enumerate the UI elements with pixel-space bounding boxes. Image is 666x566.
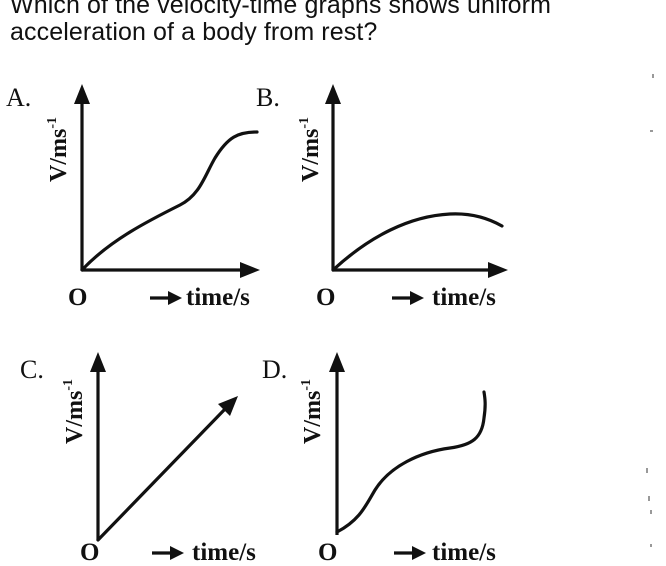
graph-b: B. V/ms-1 O time/s <box>256 83 508 311</box>
graph-c-line-arrowhead-icon <box>218 396 238 416</box>
question-line-1: Which of the velocity-time graphs shows … <box>10 0 552 19</box>
graph-a-y-arrowhead-icon <box>74 84 90 104</box>
graph-a: A. V/ms-1 O time/s <box>6 83 260 311</box>
graph-a-x-label: time/s <box>186 284 250 311</box>
graph-a-origin: O <box>68 284 87 311</box>
graph-c-origin: O <box>80 539 99 566</box>
graph-d-y-arrowhead-icon <box>329 352 345 372</box>
speck <box>650 130 653 132</box>
graph-a-curve <box>80 130 259 272</box>
graph-c-x-label: time/s <box>192 539 256 566</box>
graph-c-line <box>96 406 228 542</box>
speck <box>646 468 648 473</box>
graph-b-curve <box>331 212 504 272</box>
question-text: Which of the velocity-time graphs shows … <box>10 0 551 46</box>
option-a-label: A. <box>6 83 31 112</box>
graph-a-time-arrow-icon <box>168 291 182 305</box>
graph-b-x-arrowhead-icon <box>488 262 508 278</box>
scan-specks <box>646 74 654 547</box>
speck <box>652 74 654 78</box>
graph-b-y-label: V/ms-1 <box>297 117 324 182</box>
graph-d-origin: O <box>318 539 337 566</box>
graph-d-x-label: time/s <box>432 539 496 566</box>
graph-c: C. V/ms-1 O time/s <box>20 352 256 566</box>
speck <box>650 544 652 547</box>
graph-d-y-label: V/ms-1 <box>299 379 326 444</box>
option-d-label: D. <box>262 355 287 384</box>
graph-a-x-arrowhead-icon <box>240 262 260 278</box>
graph-c-y-label: V/ms-1 <box>61 379 88 444</box>
speck <box>648 496 650 501</box>
graph-c-y-arrowhead-icon <box>90 352 106 372</box>
graph-b-origin: O <box>316 284 335 311</box>
graph-d: D. V/ms-1 O time/s <box>262 352 496 566</box>
graph-c-time-arrow-icon <box>170 546 184 560</box>
graph-d-time-arrow-icon <box>412 546 426 560</box>
option-b-label: B. <box>256 83 280 112</box>
graph-d-curve <box>335 390 487 534</box>
graph-a-y-label: V/ms-1 <box>45 117 72 182</box>
graph-b-x-label: time/s <box>432 284 496 311</box>
option-c-label: C. <box>20 355 44 384</box>
graph-b-y-arrowhead-icon <box>325 84 341 104</box>
speck <box>650 510 652 514</box>
question-line-2: acceleration of a body from rest? <box>10 18 378 46</box>
graph-b-time-arrow-icon <box>410 291 424 305</box>
